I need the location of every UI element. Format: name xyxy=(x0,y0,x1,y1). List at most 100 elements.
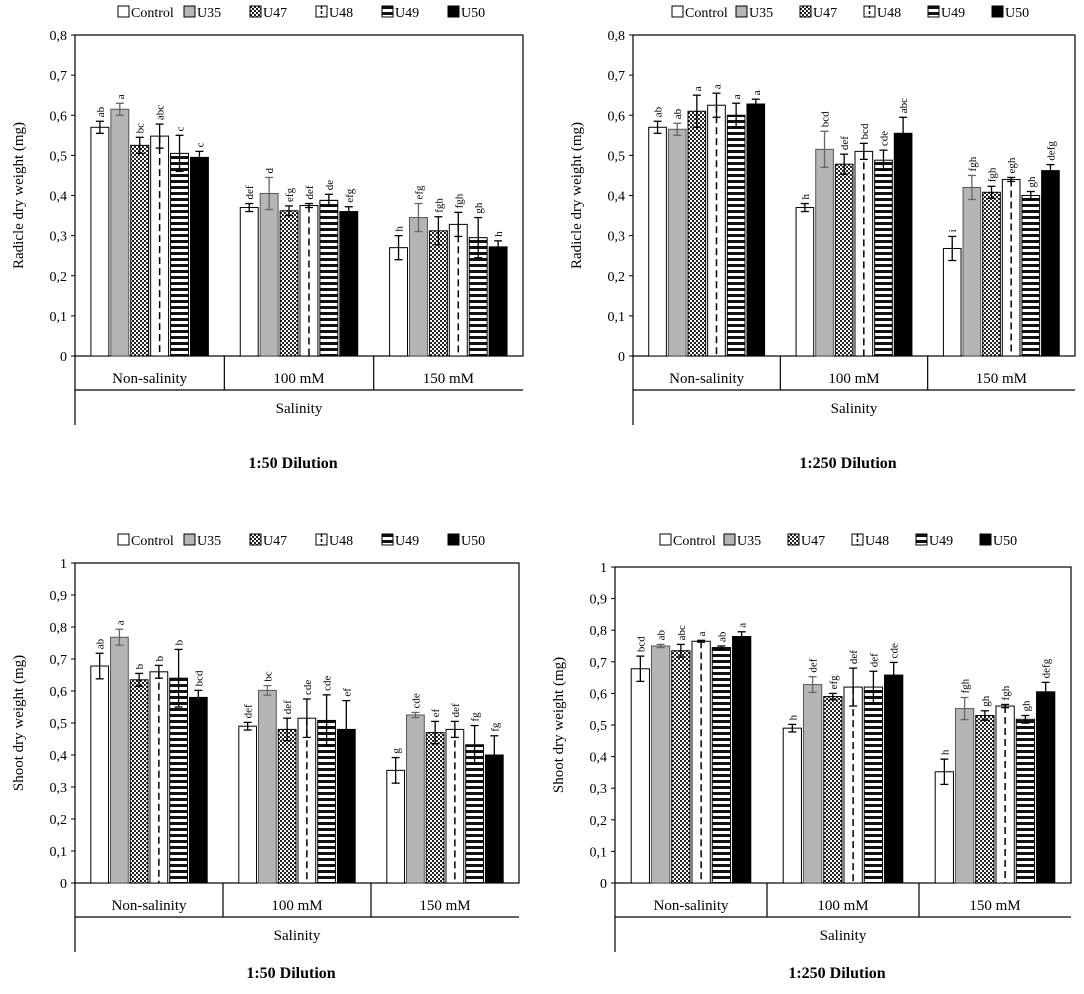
significance-letter: g xyxy=(391,748,403,754)
significance-letter: egh xyxy=(1006,157,1018,173)
y-tick-label: 0,3 xyxy=(590,782,608,797)
legend-item-u35: U35 xyxy=(735,5,773,21)
legend-item-control: Control xyxy=(671,5,728,21)
significance-letter: def xyxy=(848,650,860,664)
category-label: Non-salinity xyxy=(112,898,187,914)
legend-swatch xyxy=(723,533,736,546)
significance-letter: defg xyxy=(1045,141,1057,161)
y-tick-label: 0,4 xyxy=(50,749,68,764)
bar-u50-3 xyxy=(1036,691,1056,884)
legend-label: Control xyxy=(131,534,174,549)
significance-letter: b xyxy=(174,639,186,645)
bar-u35-2 xyxy=(258,689,277,884)
y-tick-label: 1 xyxy=(600,561,607,576)
y-axis-label: Radicle dry weight (mg) xyxy=(11,122,27,269)
significance-letter: a xyxy=(696,631,708,636)
legend-swatch xyxy=(659,533,672,546)
category-label: 100 mM xyxy=(828,371,879,387)
y-tick-label: 0,6 xyxy=(50,109,68,124)
bar-u49-2 xyxy=(319,199,339,357)
legend-swatch xyxy=(915,533,928,546)
bar-u35-3 xyxy=(962,186,982,357)
bar-u50-1 xyxy=(188,696,208,884)
bar-u35-1 xyxy=(110,108,130,357)
significance-letter: bc xyxy=(135,123,147,134)
legend-label: U35 xyxy=(749,6,773,21)
bar-u35-3 xyxy=(954,708,975,884)
bar-u49-1 xyxy=(726,114,746,357)
bar-u50-1 xyxy=(189,156,209,357)
significance-letter: b xyxy=(134,663,146,669)
plot-area xyxy=(74,562,520,884)
significance-letter: b xyxy=(154,655,166,661)
legend-item-control: Control xyxy=(659,533,716,549)
y-tick-label: 0,4 xyxy=(590,751,608,766)
y-tick-label: 0 xyxy=(618,350,625,365)
legend-item-u47: U47 xyxy=(249,533,287,549)
y-tick-label: 0 xyxy=(60,877,67,892)
significance-letter: fgh xyxy=(960,678,972,693)
legend-swatch xyxy=(991,5,1004,18)
significance-letter: i xyxy=(947,229,959,232)
significance-letter: ab xyxy=(95,106,107,117)
legend-label: U49 xyxy=(395,534,419,549)
bar-u35-2 xyxy=(802,684,823,884)
legend-label: U47 xyxy=(263,534,287,549)
y-tick-label: 0,6 xyxy=(590,687,608,702)
y-tick-label: 0,5 xyxy=(50,717,68,732)
legend-item-u49: U49 xyxy=(915,533,953,549)
legend-item-u47: U47 xyxy=(799,5,837,21)
significance-letter: h xyxy=(493,231,505,237)
significance-letter: gh xyxy=(980,695,992,707)
significance-letter: def xyxy=(450,703,462,717)
category-label: Non-salinity xyxy=(669,371,744,387)
chart-panel-2: Control U35 U47 U48 U49 U50 Radicle dry weight… xyxy=(569,5,1076,472)
bar-u47-1 xyxy=(129,679,149,884)
y-tick-label: 0,6 xyxy=(50,685,68,700)
bar-u49-2 xyxy=(863,686,884,884)
legend-label: U35 xyxy=(197,534,221,549)
bar-u35-3 xyxy=(406,714,425,884)
y-tick-label: 0,1 xyxy=(590,845,608,860)
legend-label: U49 xyxy=(941,6,965,21)
x-axis-label: Salinity xyxy=(820,928,867,944)
bar-u35-1 xyxy=(667,128,687,357)
y-axis-label: Radicle dry weight (mg) xyxy=(569,122,585,269)
legend-label: U49 xyxy=(929,534,953,549)
y-axis-label: Shoot dry weight (mg) xyxy=(11,655,27,791)
legend-label: U35 xyxy=(197,6,221,21)
legend-label: U48 xyxy=(329,534,353,549)
bar-u50-1 xyxy=(746,103,766,357)
legend-label: Control xyxy=(131,6,174,21)
bar-control-1 xyxy=(648,126,667,357)
bar-control-3 xyxy=(942,247,962,357)
bar-u47-1 xyxy=(671,650,691,884)
significance-letter: gh xyxy=(1020,700,1032,712)
significance-letter: def xyxy=(868,653,880,667)
significance-letter: fgh xyxy=(967,156,979,171)
bar-u47-2 xyxy=(279,210,299,357)
bar-control-2 xyxy=(238,725,258,884)
significance-letter: c xyxy=(175,126,187,131)
significance-letter: efg xyxy=(828,675,840,690)
chart-panel-1: Control U35 U47 U48 U49 U50 Radicle dry weight… xyxy=(11,5,524,472)
significance-letter: def xyxy=(839,136,851,150)
significance-letter: fgh xyxy=(433,198,445,213)
legend-swatch xyxy=(979,533,992,546)
x-axis-label: Salinity xyxy=(831,401,878,417)
y-tick-label: 0,2 xyxy=(50,270,68,285)
category-label: 150 mM xyxy=(969,898,1020,914)
category-label: 150 mM xyxy=(423,371,474,387)
category-label: 150 mM xyxy=(976,371,1027,387)
legend-swatch xyxy=(671,5,684,18)
legend-label: U48 xyxy=(329,6,353,21)
y-tick-label: 0,8 xyxy=(590,624,608,639)
legend-swatch xyxy=(381,533,394,546)
bar-u47-3 xyxy=(982,191,1001,357)
bar-u49-3 xyxy=(1021,195,1041,357)
bar-u50-3 xyxy=(1041,170,1060,357)
legend-label: U35 xyxy=(737,534,761,549)
panel-title: 1:250 Dilution xyxy=(799,455,896,472)
significance-letter: ab xyxy=(672,108,684,119)
significance-letter: h xyxy=(394,226,406,232)
